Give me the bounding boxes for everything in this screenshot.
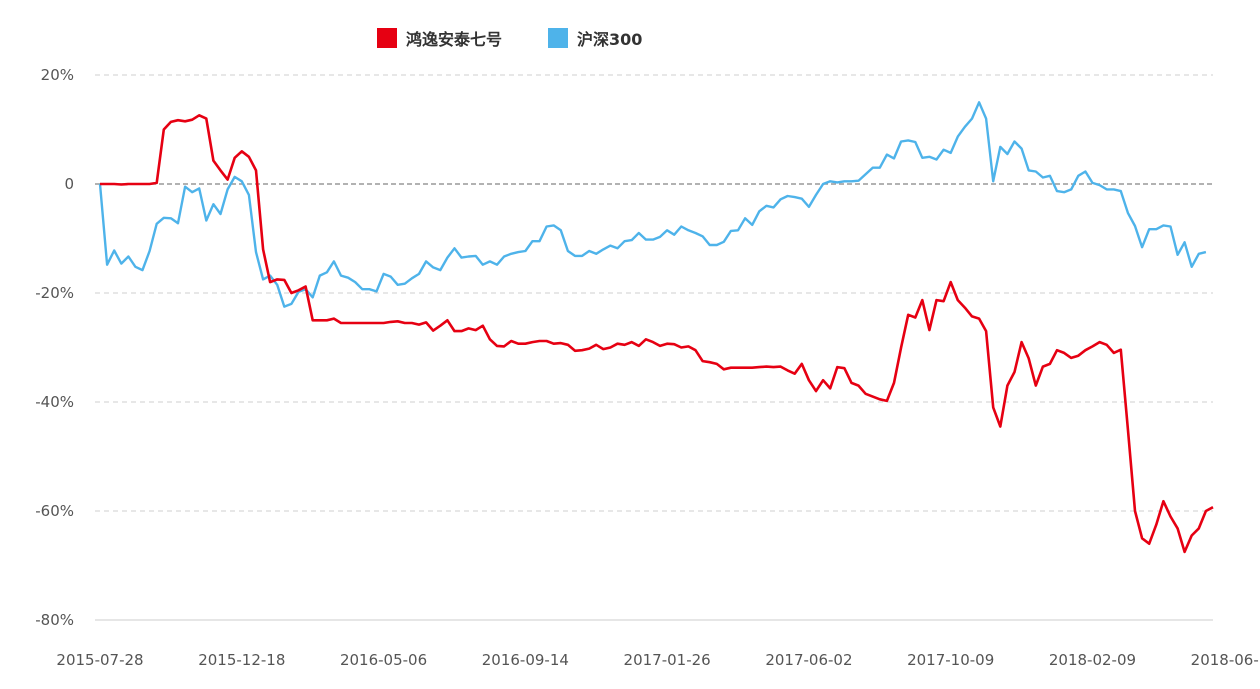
x-tick-label: 2016-05-06 <box>340 651 427 669</box>
gridlines <box>95 74 1213 621</box>
y-tick-label: -40% <box>35 393 74 411</box>
series-lines <box>98 101 1214 554</box>
series-line-1 <box>100 114 1214 554</box>
x-tick-label: 2017-06-02 <box>765 651 852 669</box>
legend-swatch-series-1 <box>377 28 397 48</box>
legend-swatch-series-2 <box>548 28 568 48</box>
x-tick-label: 2016-09-14 <box>482 651 569 669</box>
y-tick-label: 0 <box>64 175 74 193</box>
y-tick-label: -80% <box>35 611 74 629</box>
y-tick-label: 20% <box>41 66 74 84</box>
x-tick-label: 2018-06-15 <box>1191 651 1260 669</box>
x-tick-label: 2017-01-26 <box>624 651 711 669</box>
x-axis-ticks: 2015-07-28 2015-12-18 2016-05-06 2016-09-14… <box>56 651 1260 669</box>
y-axis-ticks: 20% 0 -20% -40% -60% -80% <box>35 66 74 629</box>
x-tick-label: 2017-10-09 <box>907 651 994 669</box>
x-tick-label: 2015-07-28 <box>56 651 143 669</box>
legend-label-series-1: 鸿逸安泰七号 <box>406 30 502 49</box>
series-line-2 <box>98 101 1207 308</box>
legend-label-series-2: 沪深300 <box>577 30 642 49</box>
y-tick-label: -60% <box>35 502 74 520</box>
x-tick-label: 2015-12-18 <box>198 651 285 669</box>
legend: 鸿逸安泰七号 沪深300 <box>377 28 642 49</box>
x-tick-label: 2018-02-09 <box>1049 651 1136 669</box>
y-tick-label: -20% <box>35 284 74 302</box>
